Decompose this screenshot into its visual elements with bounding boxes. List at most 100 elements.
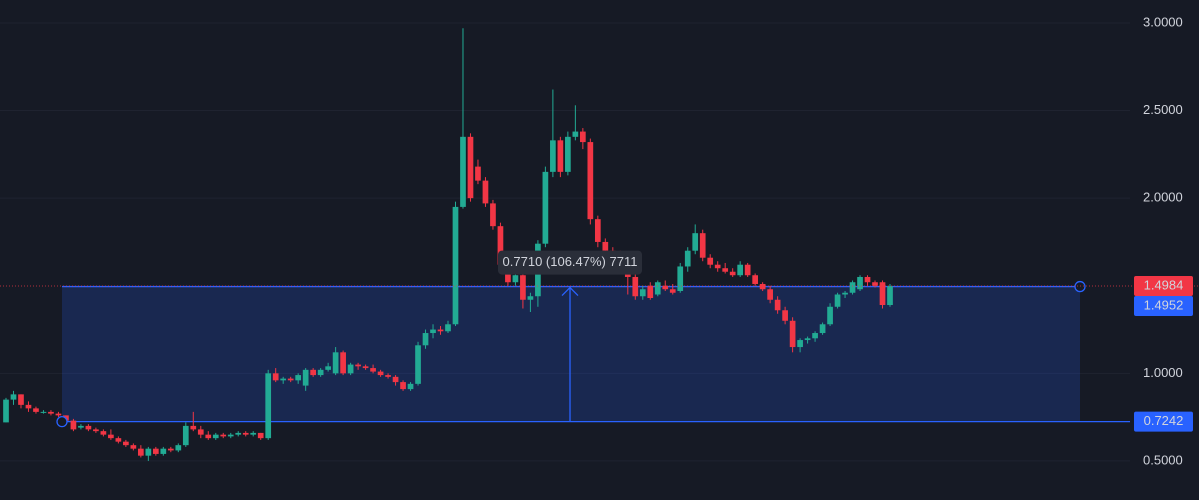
candle-body: [287, 378, 294, 381]
candle-body: [602, 241, 609, 251]
candle-body: [160, 448, 167, 454]
candle-body: [25, 404, 32, 409]
y-tick-label: 3.0000: [1143, 14, 1183, 29]
y-tick-label: 0.5000: [1143, 452, 1183, 467]
candle-body: [123, 441, 129, 446]
candle-body: [400, 382, 406, 390]
candle-body: [512, 275, 519, 283]
candle-body: [782, 310, 788, 321]
measure-label-box: [498, 250, 642, 275]
candle-body: [235, 432, 242, 435]
price-label-box: [1134, 276, 1193, 297]
candle-body: [317, 369, 324, 376]
candle-body: [138, 448, 144, 456]
candle-body: [460, 136, 466, 207]
price-label: 1.4984: [1144, 277, 1184, 292]
candle-body: [872, 282, 878, 286]
candle-body: [475, 166, 481, 181]
measure-area: [62, 286, 1080, 422]
measure-label: 0.7710 (106.47%) 7711: [503, 254, 638, 269]
candle-body: [302, 369, 309, 386]
candle-body: [737, 264, 744, 276]
candle-body: [445, 324, 451, 332]
candle-body: [684, 250, 691, 267]
candle-body: [385, 375, 391, 377]
measure-handle: [56, 416, 68, 428]
candle-body: [692, 233, 699, 251]
candle-body: [542, 171, 549, 244]
candle-body: [100, 431, 107, 435]
price-label-box: [1134, 411, 1193, 432]
candle-body: [115, 438, 122, 442]
candle-body: [580, 131, 586, 143]
candle-body: [887, 286, 893, 306]
candle-body: [130, 445, 137, 449]
candle-body: [167, 448, 174, 451]
candle-body: [332, 352, 339, 374]
candle-body: [482, 180, 489, 204]
candle-body: [587, 142, 594, 220]
candle-body: [774, 299, 781, 311]
candle-body: [3, 399, 9, 423]
candle-body: [864, 276, 871, 283]
candle-body: [55, 413, 62, 416]
candle-body: [265, 373, 272, 439]
candle-body: [842, 292, 848, 295]
candle-body: [220, 434, 227, 437]
candle-body: [48, 411, 54, 414]
candle-body: [430, 329, 436, 334]
candle-body: [362, 366, 369, 369]
candle-body: [392, 376, 399, 383]
candle-body: [355, 364, 361, 367]
candle-body: [108, 434, 114, 439]
candle-body: [797, 340, 803, 348]
candle-body: [310, 369, 316, 376]
candle-body: [789, 320, 796, 348]
measure-arrowhead: [561, 286, 579, 297]
candle-body: [205, 434, 212, 439]
candle-body: [557, 140, 564, 172]
candle-body: [550, 140, 556, 172]
candle-body: [407, 383, 414, 390]
candle-body: [767, 289, 773, 300]
candle-body: [78, 425, 84, 428]
candle-body: [849, 282, 856, 293]
candle-body: [520, 275, 526, 300]
candle-body: [714, 264, 721, 269]
candle-body: [33, 408, 39, 412]
candle-body: [707, 257, 714, 265]
candle-body: [197, 429, 204, 435]
candle-body: [422, 333, 429, 346]
candle-body: [827, 306, 833, 325]
candle-body: [729, 271, 736, 276]
candle-body: [744, 264, 751, 276]
candle-body: [437, 329, 444, 332]
candle-body: [280, 378, 287, 381]
candle-body: [227, 434, 234, 437]
candle-body: [370, 368, 376, 372]
price-label-box: [1134, 296, 1193, 317]
candle-body: [175, 445, 182, 451]
y-tick-label: 2.5000: [1143, 102, 1183, 117]
candle-body: [632, 276, 639, 297]
candle-body: [70, 420, 77, 430]
candle-body: [594, 219, 601, 242]
candle-body: [377, 371, 384, 376]
candle-body: [677, 266, 684, 291]
candle-body: [654, 282, 661, 295]
candle-body: [662, 285, 669, 290]
candle-body: [182, 425, 189, 446]
candle-body: [10, 394, 17, 400]
candle-body: [250, 432, 257, 435]
candle-body: [879, 282, 886, 306]
candle-body: [152, 448, 159, 454]
candle-body: [257, 432, 264, 439]
candle-body: [85, 425, 92, 430]
candle-body: [647, 285, 654, 299]
candle-body: [565, 136, 571, 172]
candle-body: [40, 411, 47, 413]
candle-body: [699, 233, 706, 258]
price-label: 1.4952: [1144, 297, 1184, 312]
candle-body: [490, 203, 496, 227]
